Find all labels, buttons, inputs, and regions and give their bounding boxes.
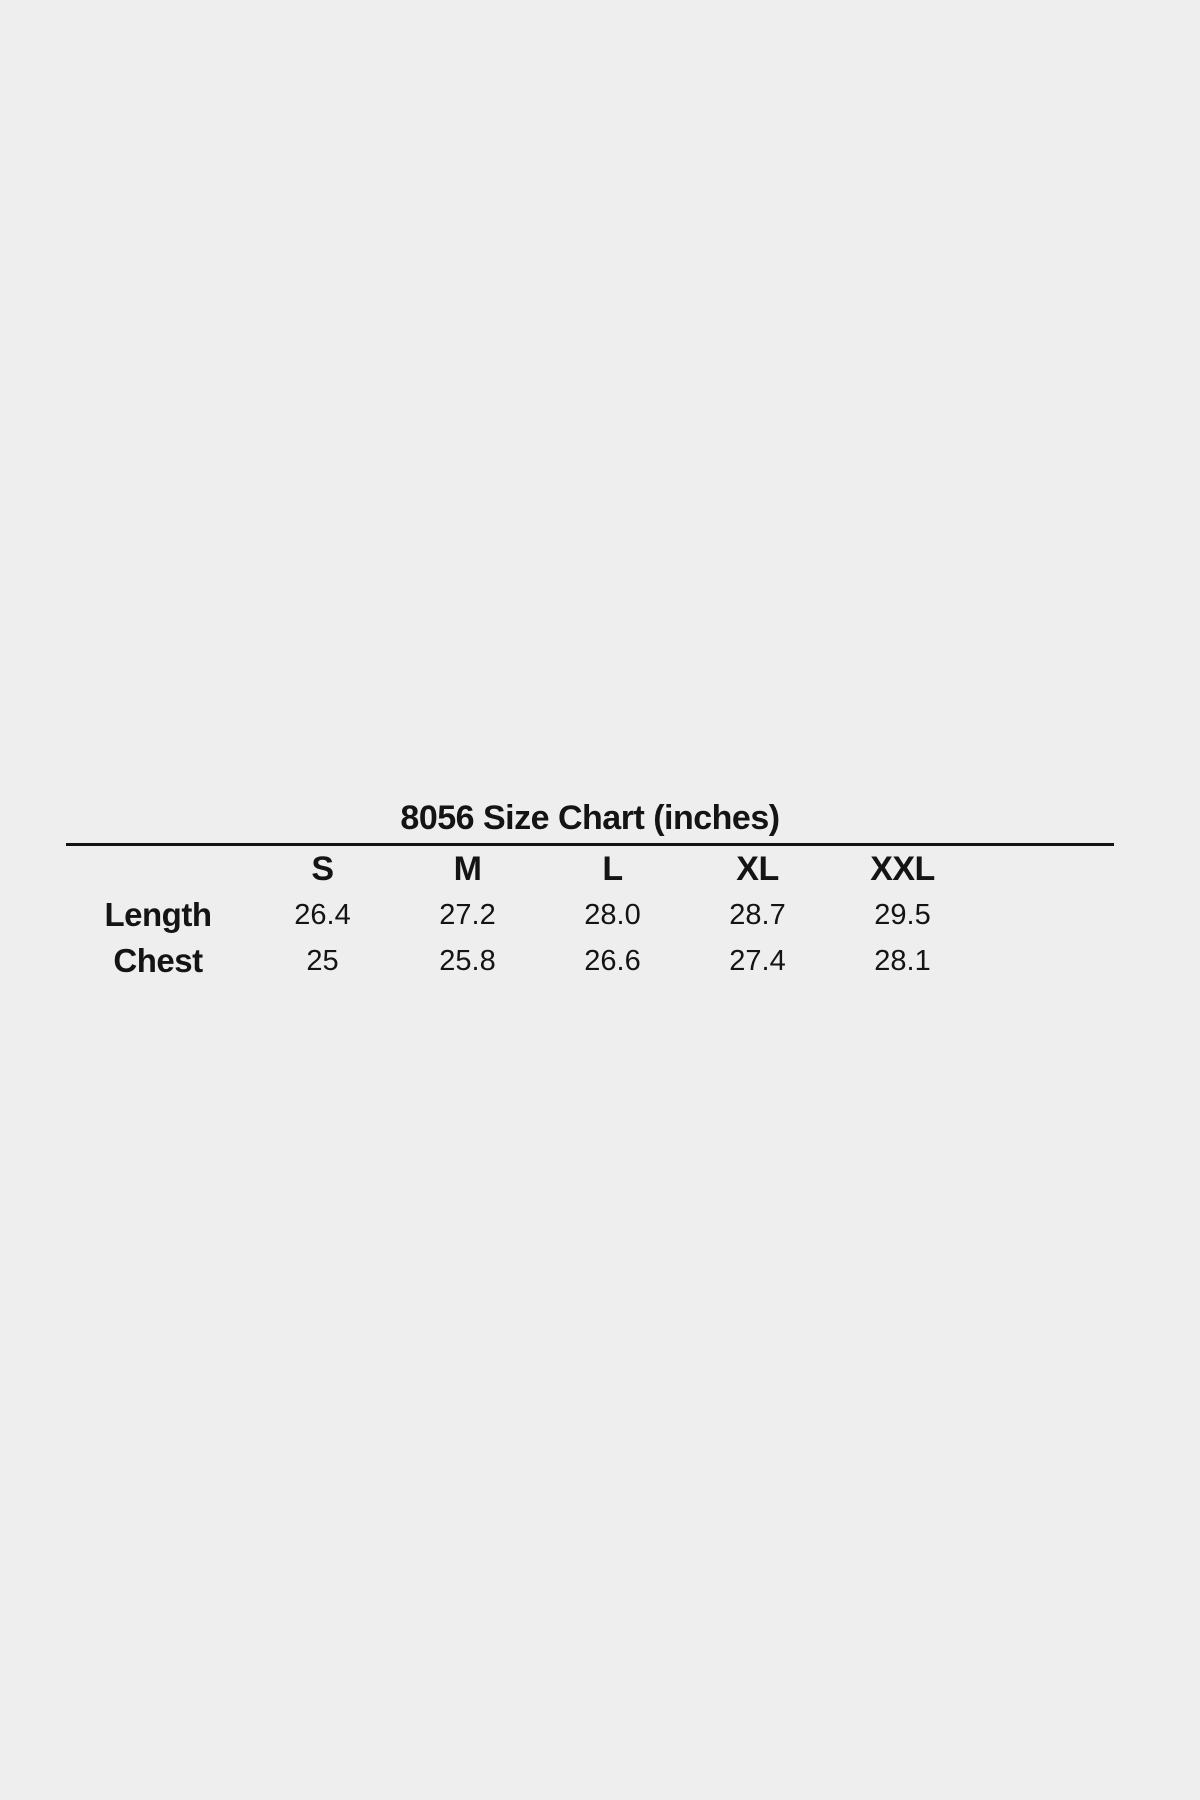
cell-chest-xl: 27.4 (729, 944, 786, 977)
cell-chest-s: 25 (306, 944, 339, 977)
cell-length-m: 27.2 (439, 898, 496, 931)
table-row-chest: Chest 25 25.8 26.6 27.4 28.1 (66, 938, 1114, 984)
cell-length-l: 28.0 (584, 898, 641, 931)
cell-length-s: 26.4 (294, 898, 351, 931)
table-row-length: Length 26.4 27.2 28.0 28.7 29.5 (66, 892, 1114, 938)
size-chart-title: 8056 Size Chart (inches) (66, 798, 1114, 846)
cell-length-xl: 28.7 (729, 898, 786, 931)
corner-cell (66, 846, 250, 892)
size-chart: 8056 Size Chart (inches) S M L XL XXL Le… (66, 798, 1114, 984)
size-chart-table: S M L XL XXL Length 26.4 27.2 28.0 28.7 … (66, 846, 1114, 984)
spacer-cell (975, 938, 1114, 984)
col-header-xl: XL (736, 849, 779, 888)
col-header-l: L (602, 849, 623, 888)
cell-chest-m: 25.8 (439, 944, 496, 977)
cell-chest-xxl: 28.1 (874, 944, 931, 977)
spacer-cell (975, 892, 1114, 938)
row-label-chest: Chest (113, 942, 203, 979)
cell-chest-l: 26.6 (584, 944, 641, 977)
col-header-m: M (453, 849, 482, 888)
col-header-s: S (311, 849, 334, 888)
row-label-length: Length (104, 896, 212, 933)
col-header-xxl: XXL (870, 849, 935, 888)
header-row: S M L XL XXL (66, 846, 1114, 892)
cell-length-xxl: 29.5 (874, 898, 931, 931)
spacer-cell (975, 846, 1114, 892)
